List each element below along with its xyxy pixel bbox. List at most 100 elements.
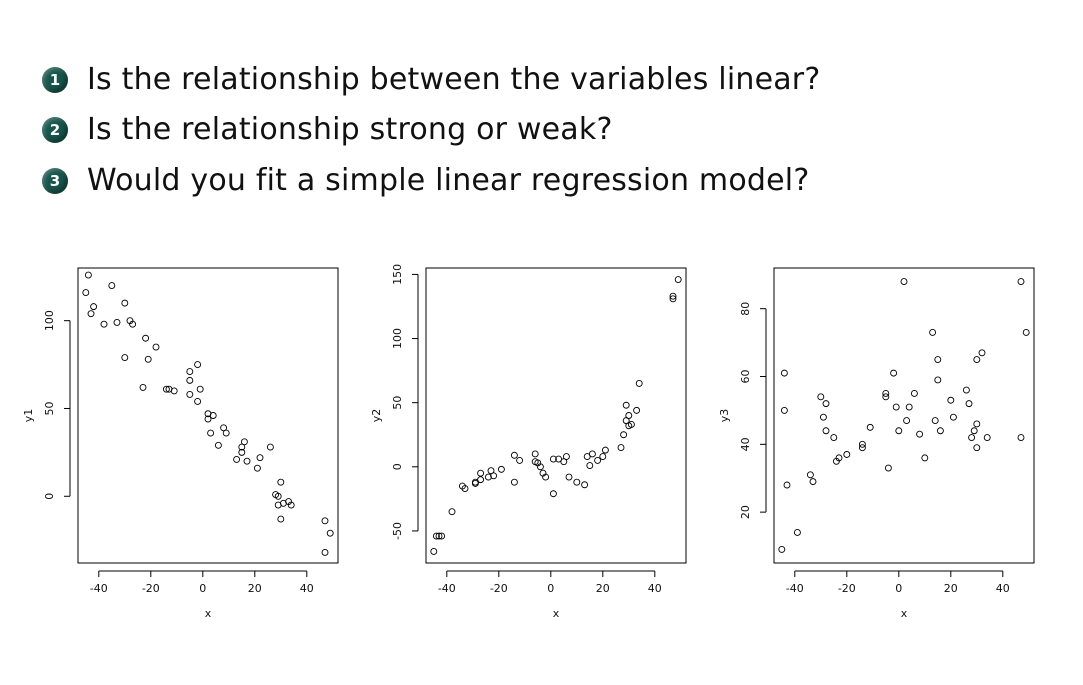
data-point [581,481,589,489]
data-point [238,443,246,451]
plot-frame [425,267,687,564]
data-point [238,448,246,456]
data-point [274,492,282,500]
y-tick-label: 80 [739,302,752,316]
data-point [565,473,573,481]
data-point [936,427,944,435]
data-point [866,423,874,431]
data-point [968,434,976,441]
data-point [432,532,440,540]
data-point [510,478,518,486]
data-point [129,320,137,328]
data-point [194,361,202,369]
data-point [793,529,801,536]
y-tick-label: 20 [739,505,752,519]
bullet-3: 3 [42,168,68,194]
data-point [625,412,633,419]
data-point [484,473,492,481]
data-point [921,454,929,462]
data-point [970,427,978,435]
data-point [594,456,602,464]
data-point [910,390,918,397]
y-axis-label: y3 [718,409,731,423]
data-point [170,387,178,395]
data-point [253,464,261,472]
x-tick-label: 0 [547,582,554,595]
data-point [890,369,898,377]
x-tick-label: 20 [596,582,610,595]
data-point [139,383,147,391]
plot-frame [773,267,1035,564]
data-point [601,446,609,454]
scatter-plot-y1: -40 -20 0 20 40 x 0 50 100 y1 [22,267,339,620]
data-point [220,424,228,432]
y-tick-label: 50 [391,396,404,410]
plot-frame [77,267,339,564]
data-point [549,455,557,463]
data-point [903,417,911,425]
data-point [588,450,596,458]
data-point [978,349,986,357]
y-tick-label: 100 [43,310,56,331]
y-tick-label: -50 [391,522,404,540]
data-point [87,310,95,318]
data-point [622,401,630,409]
data-point [240,438,248,446]
data-point [916,430,924,438]
data-point [497,465,505,473]
x-tick-label: -40 [90,582,108,595]
data-point [542,473,550,481]
data-point [438,532,446,540]
data-point [321,549,329,556]
data-point [82,289,90,297]
x-tick-label: 0 [895,582,902,595]
data-point [196,385,204,393]
data-point [617,444,625,452]
data-point [830,434,838,441]
data-point [277,515,285,523]
x-tick-label: 40 [648,582,662,595]
data-point [573,478,581,486]
data-point [900,278,908,286]
scatter-plot-y2: -40 -20 0 20 40 x -50 0 50 100 150 y2 [370,264,687,620]
data-point [186,368,194,376]
data-point [674,276,682,283]
data-point [819,413,827,421]
data-point [256,454,264,462]
data-point [973,444,981,452]
data-point [962,386,970,394]
data-point [549,490,557,498]
scatter-plot-y3: -40 -20 0 20 40 x 20 40 60 80 y3 [718,267,1035,620]
data-point [934,376,942,384]
x-tick-label: 0 [199,582,206,595]
data-point [113,318,121,326]
data-point [321,517,329,525]
data-point [90,303,98,311]
data-point [326,529,334,537]
data-point [669,292,677,300]
data-point [562,453,570,460]
data-point [144,355,152,363]
data-point [435,532,443,540]
data-point [108,282,116,290]
data-point [1022,328,1030,336]
data-point [929,328,937,336]
y-tick-label: 60 [739,370,752,384]
data-point [186,390,194,398]
data-point [142,334,150,342]
data-point [214,441,222,449]
y-tick-label: 40 [739,437,752,451]
data-point [531,450,539,458]
data-point [1017,434,1025,441]
data-point [822,400,830,408]
y-tick-label: 0 [43,493,56,500]
data-point [635,379,643,387]
data-point [669,295,677,303]
x-axis-label: x [553,607,560,620]
data-point [207,429,215,437]
data-point [780,369,788,377]
data-point [536,463,544,471]
data-point [209,412,217,419]
bullet-1: 1 [42,67,68,93]
